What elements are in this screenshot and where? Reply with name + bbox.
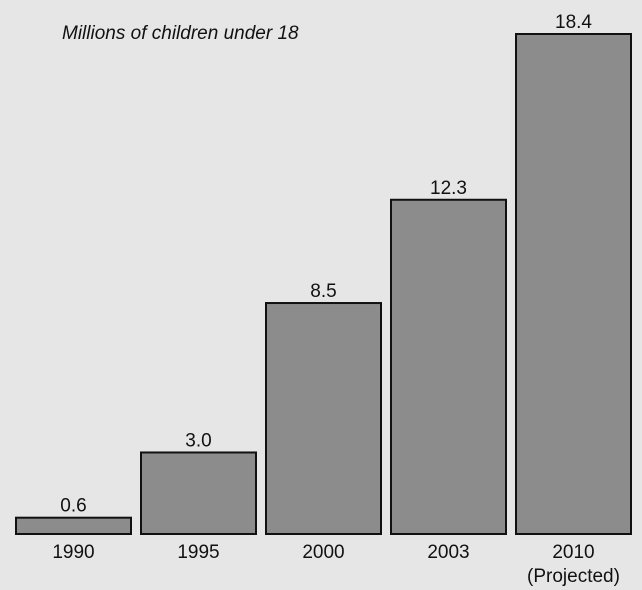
bar-1990	[15, 516, 132, 536]
value-label-1990: 0.6	[60, 496, 86, 517]
value-labels-group: 0.6 3.0 8.5 12.3 18.4	[60, 12, 592, 517]
bar-2000	[265, 302, 382, 535]
value-label-1995: 3.0	[185, 430, 211, 451]
bar-1995	[140, 451, 257, 536]
value-label-2010: 18.4	[555, 12, 592, 33]
category-label-2010: 2010	[552, 542, 594, 563]
value-label-2003: 12.3	[430, 178, 467, 199]
bars-group	[15, 33, 632, 536]
category-label-2003: 2003	[427, 542, 469, 563]
category-note-2010: (Projected)	[527, 566, 620, 587]
value-label-2000: 8.5	[310, 281, 336, 302]
category-label-1995: 1995	[177, 542, 219, 563]
category-labels-group: 1990 1995 2000 2003 2010 (Projected)	[52, 542, 620, 587]
chart-subtitle: Millions of children under 18	[62, 23, 299, 44]
category-label-2000: 2000	[302, 542, 344, 563]
bar-2010	[515, 33, 632, 535]
bar-2003	[390, 198, 507, 535]
category-label-1990: 1990	[52, 542, 94, 563]
